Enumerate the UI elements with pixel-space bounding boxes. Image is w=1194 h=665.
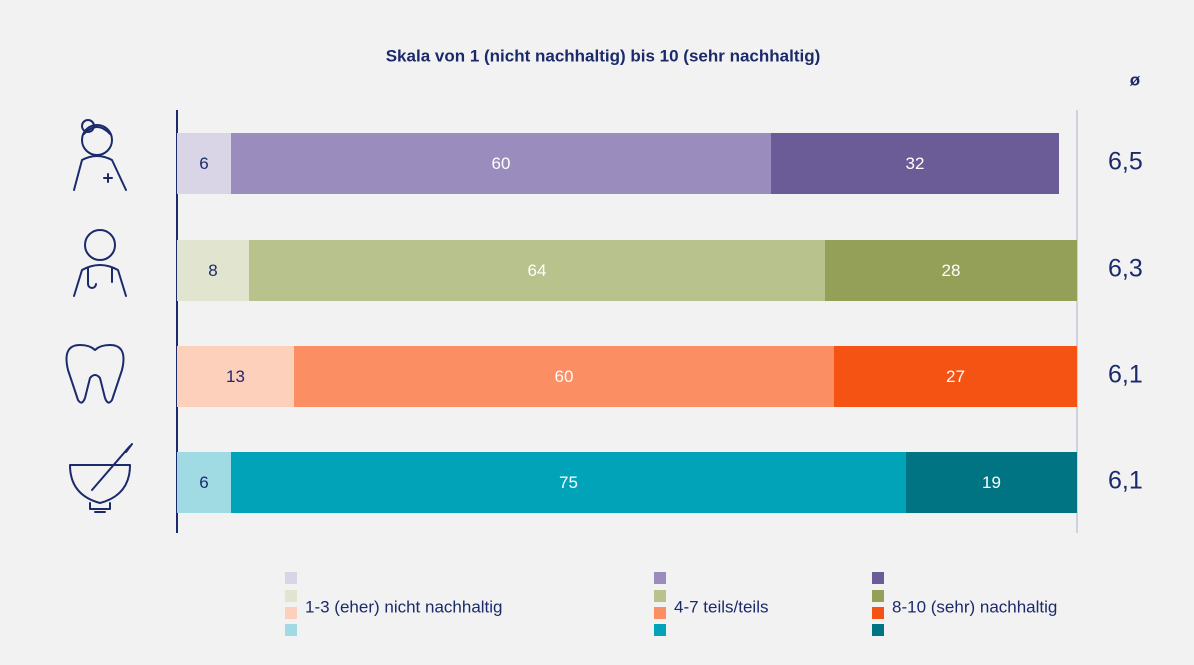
bar-segment	[294, 346, 834, 407]
average-label: 6,3	[1108, 255, 1143, 283]
chart-title: Skala von 1 (nicht nachhaltig) bis 10 (s…	[386, 46, 821, 65]
value-label: 8	[208, 261, 217, 280]
value-label: 60	[492, 154, 511, 173]
value-label: 64	[528, 261, 547, 280]
bar-segment	[771, 133, 1059, 194]
average-header: ø	[1130, 70, 1141, 89]
legend-swatch	[285, 590, 297, 602]
bar-segment	[231, 133, 771, 194]
bar-segment	[825, 240, 1077, 301]
legend-swatch	[872, 624, 884, 636]
value-label: 27	[946, 367, 965, 386]
legend-label: 4-7 teils/teils	[674, 597, 768, 616]
bar-segment	[231, 452, 906, 513]
value-label: 6	[199, 154, 208, 173]
bar-segment	[177, 133, 231, 194]
average-label: 6,5	[1108, 148, 1143, 176]
average-label: 6,1	[1108, 361, 1143, 389]
legend-swatch	[872, 572, 884, 584]
value-label: 28	[942, 261, 961, 280]
value-label: 6	[199, 473, 208, 492]
icon-tooth	[65, 344, 125, 404]
value-label: 60	[555, 367, 574, 386]
legend-swatch	[872, 607, 884, 619]
average-label: 6,1	[1108, 467, 1143, 495]
legend-swatch	[285, 624, 297, 636]
legend: 1-3 (eher) nicht nachhaltig 4-7 teils/tei…	[285, 572, 1057, 636]
bar-segment	[906, 452, 1077, 513]
bar-segment	[249, 240, 825, 301]
legend-swatch	[872, 590, 884, 602]
legend-swatch	[654, 572, 666, 584]
legend-swatch	[654, 607, 666, 619]
bar-segment	[834, 346, 1077, 407]
icon-nurse	[73, 119, 127, 191]
bar-segment	[177, 346, 294, 407]
bar-segment	[177, 452, 231, 513]
legend-label: 8-10 (sehr) nachhaltig	[892, 597, 1057, 616]
icon-doctor	[73, 229, 127, 297]
value-label: 19	[982, 473, 1001, 492]
bar-segment	[177, 240, 249, 301]
legend-swatch	[654, 624, 666, 636]
value-label: 13	[226, 367, 245, 386]
value-label: 32	[906, 154, 925, 173]
legend-swatch	[654, 590, 666, 602]
legend-swatch	[285, 572, 297, 584]
value-label: 75	[559, 473, 578, 492]
legend-swatch	[285, 607, 297, 619]
icon-mortar	[69, 443, 133, 513]
legend-label: 1-3 (eher) nicht nachhaltig	[305, 597, 503, 616]
